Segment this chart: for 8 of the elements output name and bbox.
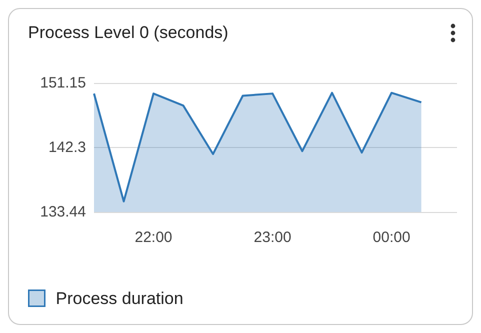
y-tick-label: 133.44: [40, 204, 86, 220]
x-tick-label: 00:00: [372, 229, 410, 246]
y-tick-label: 142.3: [48, 138, 86, 156]
chart-title: Process Level 0 (seconds): [28, 23, 228, 42]
x-tick-label: 22:00: [134, 229, 172, 246]
x-tick-label: 23:00: [254, 229, 292, 246]
y-tick-label: 151.15: [40, 74, 86, 92]
legend-label: Process duration: [56, 288, 184, 308]
